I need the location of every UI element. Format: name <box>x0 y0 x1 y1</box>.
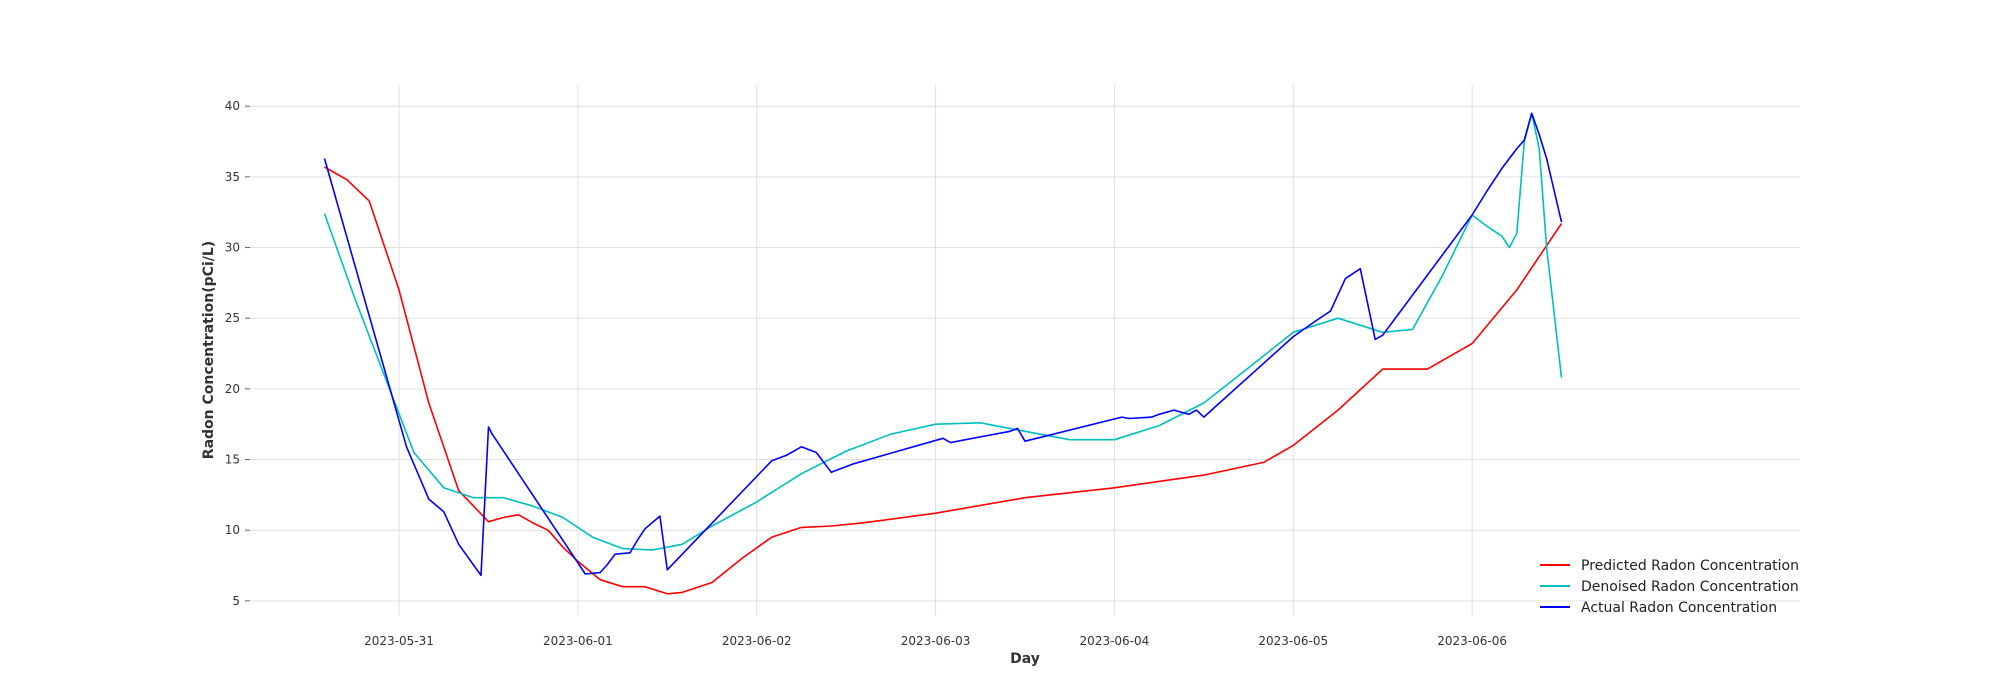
x-tick-label: 2023-06-01 <box>543 634 613 648</box>
legend: Predicted Radon Concentration Denoised Ra… <box>1540 558 1799 616</box>
x-tick-label: 2023-06-03 <box>901 634 971 648</box>
x-axis: 2023-05-31 2023-06-01 2023-06-02 2023-06-03… <box>364 634 1507 648</box>
series-line-denoised-radon-concentration <box>323 112 1563 551</box>
y-tick-label: 20 <box>225 382 240 396</box>
x-tick-label: 2023-06-06 <box>1437 634 1507 648</box>
x-tick-label: 2023-05-31 <box>364 634 434 648</box>
series-line-predicted-radon-concentration <box>324 166 1563 595</box>
legend-label-actual-radon-concentration: Actual Radon Concentration <box>1581 600 1777 616</box>
x-axis-title: Day <box>1010 651 1040 667</box>
series-line-actual-radon-concentration <box>323 112 1563 577</box>
legend-label-predicted-radon-concentration: Predicted Radon Concentration <box>1581 558 1799 574</box>
y-axis: 5 10 15 20 25 30 35 40 <box>225 99 250 608</box>
y-tick-label: 10 <box>225 523 240 537</box>
x-tick-label: 2023-06-04 <box>1080 634 1150 648</box>
x-tick-label: 2023-06-02 <box>722 634 792 648</box>
y-tick-label: 5 <box>232 594 240 608</box>
plot-area <box>323 112 1563 595</box>
x-tick-label: 2023-06-05 <box>1258 634 1328 648</box>
y-axis-title: Radon Concentration(pCi/L) <box>201 241 217 459</box>
y-tick-label: 40 <box>225 99 240 113</box>
y-tick-label: 30 <box>225 241 240 255</box>
y-tick-label: 25 <box>225 311 240 325</box>
y-tick-label: 35 <box>225 170 240 184</box>
legend-label-denoised-radon-concentration: Denoised Radon Concentration <box>1581 579 1799 595</box>
y-tick-label: 15 <box>225 453 240 467</box>
